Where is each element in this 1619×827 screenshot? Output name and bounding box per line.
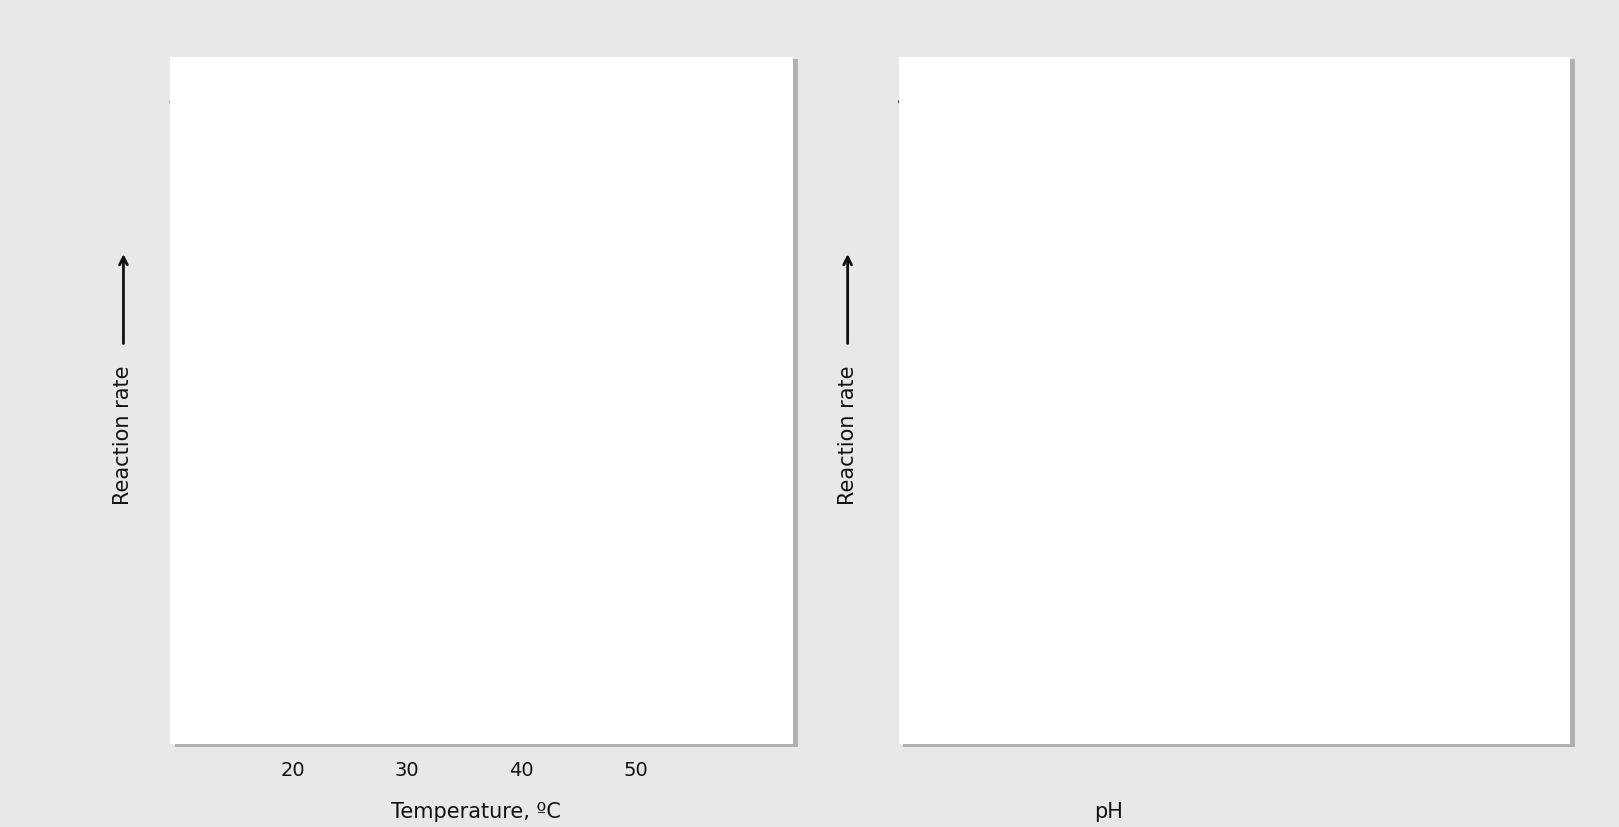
Text: Temperature, ºC: Temperature, ºC [390,801,560,821]
Text: 20: 20 [280,761,304,780]
Text: Optimum
pH: Optimum pH [1122,312,1334,616]
Text: 50: 50 [623,761,649,780]
Text: Reaction rate: Reaction rate [837,366,858,504]
Text: Reaction rate: Reaction rate [113,366,133,504]
Text: pH: pH [1094,801,1124,821]
Text: 30: 30 [395,761,419,780]
Text: 40: 40 [510,761,534,780]
